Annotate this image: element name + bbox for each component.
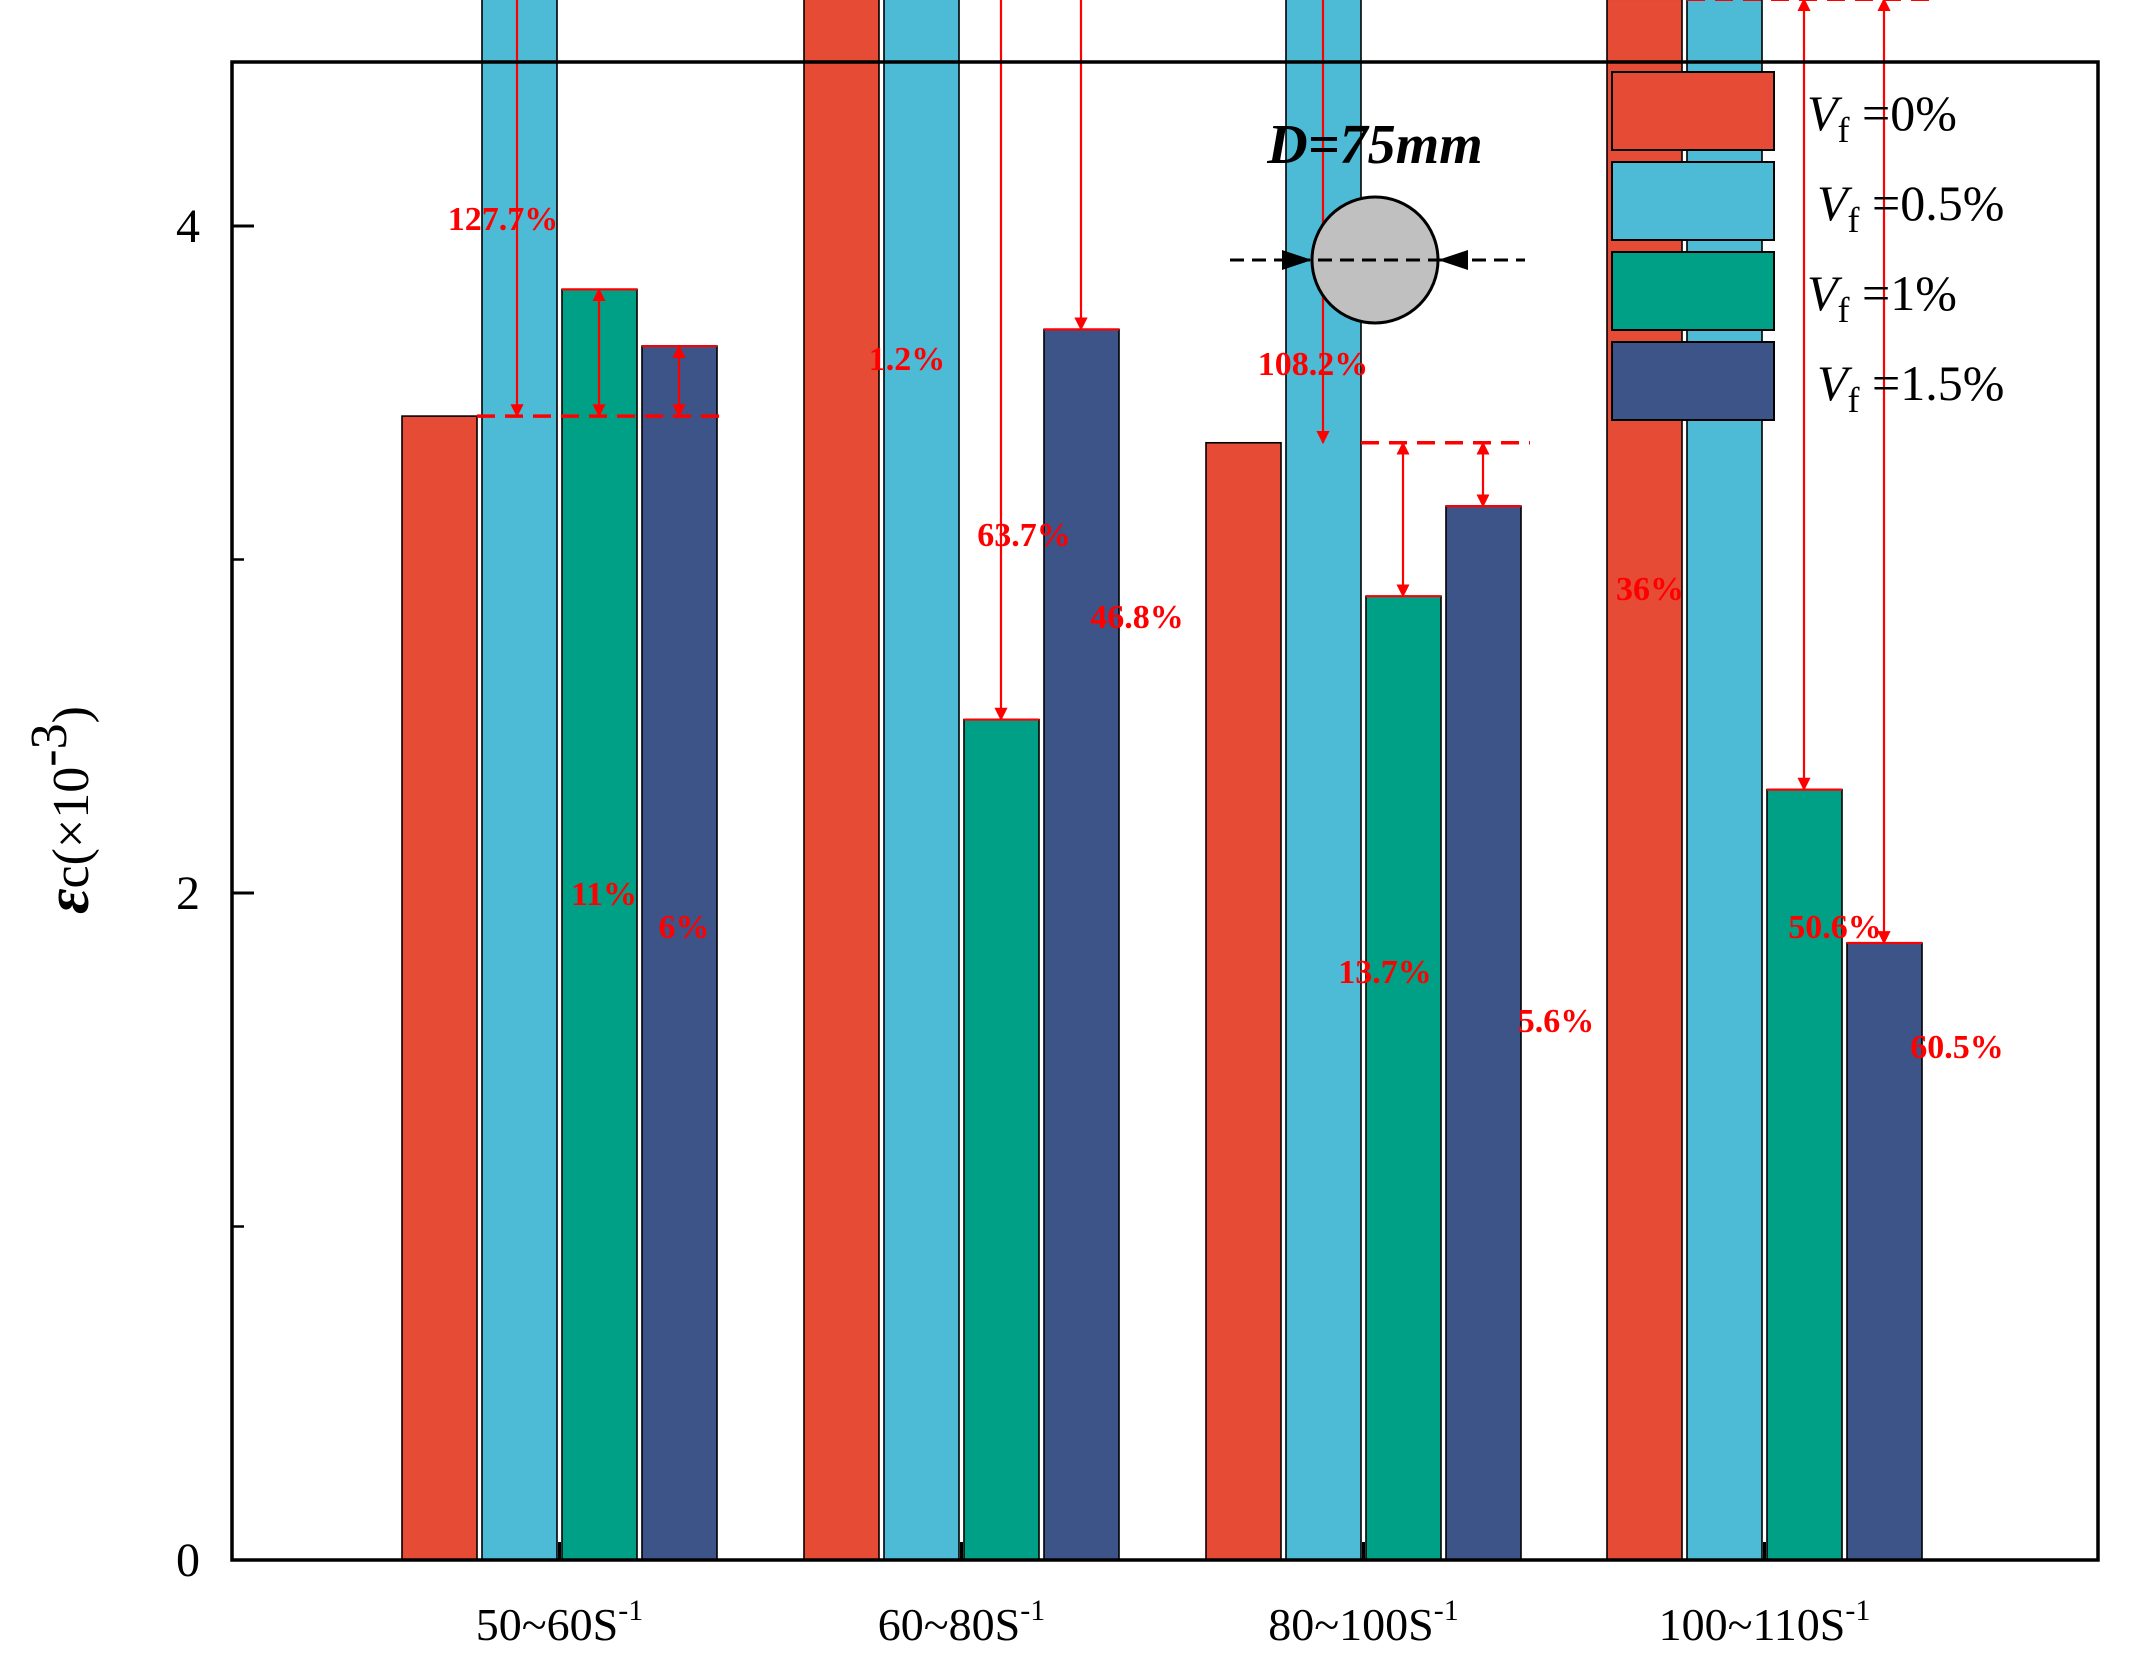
y-tick-label: 2 — [176, 867, 200, 920]
specimen-label: D=75mm — [1266, 114, 1482, 176]
load-arrow-left-icon — [1438, 250, 1468, 270]
legend-swatch-3 — [1611, 341, 1775, 421]
bar-1-1 — [883, 0, 960, 1561]
y-tick-label: 4 — [176, 200, 200, 253]
legend-label-3: Vf =1.5% — [1817, 355, 2004, 420]
plot-frame — [230, 60, 2100, 1562]
y-axis-title: εc(×10-3) — [21, 706, 102, 914]
x-category-label-0: 50~60S-1 — [476, 1594, 643, 1650]
legend-swatch-2 — [1611, 251, 1775, 331]
bar-3-2 — [1766, 788, 1843, 1561]
bar-0-0 — [401, 415, 478, 1561]
bar-1-0 — [803, 0, 880, 1561]
x-category-label-3: 100~110S-1 — [1659, 1594, 1871, 1650]
specimen-diagram: D=75mm — [1230, 114, 1525, 325]
annotation-label-0-3: 6% — [659, 909, 710, 946]
y-tick-label: 0 — [176, 1534, 200, 1587]
annotations-layer: 127.7% 11% 6% 1.2% 63.7% 46.8% 108.2% 13.7% 5.6%… — [448, 0, 2004, 1066]
annotation-label-2-1: 108.2% — [1258, 346, 1369, 383]
annotation-label-1-3: 46.8% — [1090, 599, 1184, 636]
annotation-label-1-1: 1.2% — [869, 341, 946, 378]
annotation-label-2-3: 5.6% — [1518, 1003, 1595, 1040]
bar-2-0 — [1205, 441, 1282, 1561]
annotation-label-3-1: 36% — [1616, 571, 1684, 608]
legend-label-2: Vf =1% — [1807, 265, 1957, 330]
annotation-label-1-2: 63.7% — [977, 517, 1071, 554]
bar-0-2 — [561, 288, 638, 1561]
legend-swatch-1 — [1611, 161, 1775, 241]
annotation-label-0-2: 11% — [571, 876, 637, 913]
legend-swatch-0 — [1611, 71, 1775, 151]
annotation-label-2-2: 13.7% — [1338, 954, 1432, 991]
bar-0-3 — [641, 345, 718, 1561]
annotation-label-0-1: 127.7% — [448, 201, 559, 238]
bar-2-3 — [1445, 505, 1522, 1561]
annotation-label-3-2: 50.6% — [1788, 909, 1882, 946]
bar-1-3 — [1043, 328, 1120, 1561]
bar-2-2 — [1365, 595, 1442, 1561]
y-axis-label: εc(×10-3) — [21, 706, 102, 914]
annotation-label-3-3: 60.5% — [1910, 1029, 2004, 1066]
legend: Vf =0% Vf =0.5% Vf =1% Vf =1.5% — [1611, 71, 2004, 421]
bar-3-3 — [1846, 942, 1923, 1561]
legend-label-1: Vf =0.5% — [1817, 175, 2004, 240]
load-arrow-right-icon — [1282, 250, 1312, 270]
legend-label-0: Vf =0% — [1807, 85, 1957, 150]
x-category-label-2: 80~100S-1 — [1268, 1594, 1458, 1650]
bar-1-2 — [963, 718, 1040, 1561]
x-category-label-1: 60~80S-1 — [878, 1594, 1045, 1650]
